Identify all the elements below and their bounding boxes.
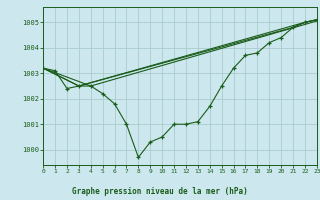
Text: Graphe pression niveau de la mer (hPa): Graphe pression niveau de la mer (hPa) [72, 187, 248, 196]
